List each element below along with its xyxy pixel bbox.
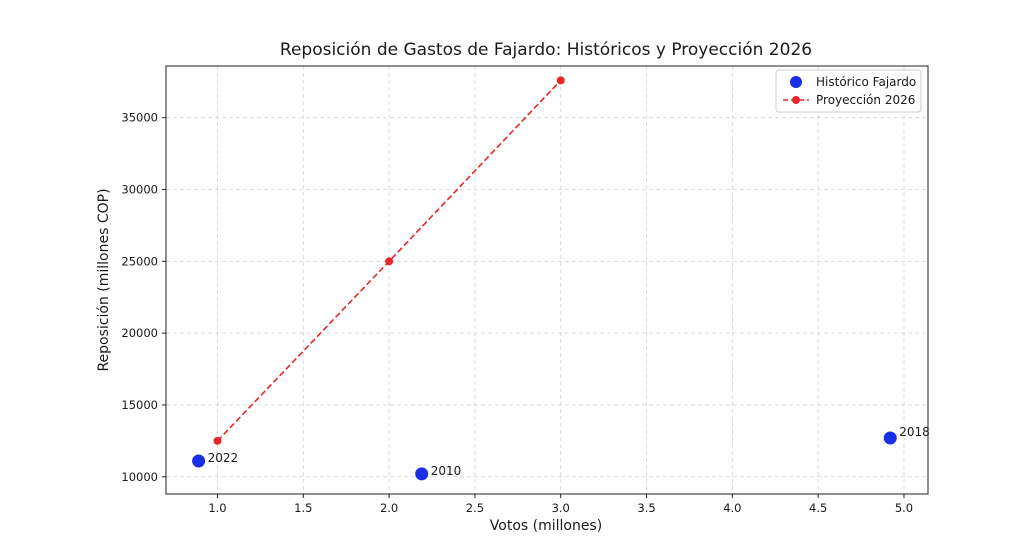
x-tick-label: 1.0	[208, 501, 226, 515]
legend-label-historico: Histórico Fajardo	[816, 75, 916, 89]
y-axis-label: Reposición (millones COP)	[96, 188, 112, 371]
grid-layer	[166, 66, 928, 494]
point-annotation: 2022	[208, 451, 239, 465]
legend-marker-proyeccion	[792, 96, 800, 104]
x-axis-label: Votos (millones)	[490, 518, 602, 534]
y-tick-label: 30000	[121, 183, 158, 197]
historical-point	[192, 454, 206, 468]
projection-point	[385, 257, 394, 266]
historical-point	[415, 467, 429, 481]
y-tick-label: 25000	[121, 254, 158, 268]
y-tick-label: 35000	[121, 111, 158, 125]
projection-point	[213, 436, 222, 445]
chart-title: Reposición de Gastos de Fajardo: Históri…	[280, 40, 812, 60]
point-annotation: 2010	[431, 464, 462, 478]
x-tick-label: 2.0	[380, 501, 398, 515]
x-tick-label: 1.5	[294, 501, 312, 515]
legend-marker-historico	[790, 76, 802, 88]
x-tick-label: 3.0	[552, 501, 570, 515]
x-tick-label: 2.5	[466, 501, 484, 515]
legend-box	[775, 69, 922, 113]
historical-point	[883, 431, 897, 445]
y-tick-label: 20000	[121, 326, 158, 340]
tick-layer: 1.0 1.5 2.0 2.5 3.0 3.5 4.0 4.5 5.0 10000 15000 200…	[121, 111, 913, 515]
y-tick-label: 10000	[121, 470, 158, 484]
legend: Histórico Fajardo Proyección 2026	[775, 69, 922, 113]
x-tick-label: 5.0	[895, 501, 913, 515]
plot-frame	[165, 65, 929, 495]
projection-point	[556, 76, 565, 85]
point-annotation: 2018	[899, 425, 930, 439]
x-tick-label: 4.5	[809, 501, 827, 515]
legend-label-proyeccion: Proyección 2026	[816, 93, 915, 107]
x-tick-label: 3.5	[637, 501, 655, 515]
series-layer: 2022 2010 2018	[192, 76, 930, 481]
y-tick-label: 15000	[121, 398, 158, 412]
x-tick-label: 4.0	[723, 501, 741, 515]
